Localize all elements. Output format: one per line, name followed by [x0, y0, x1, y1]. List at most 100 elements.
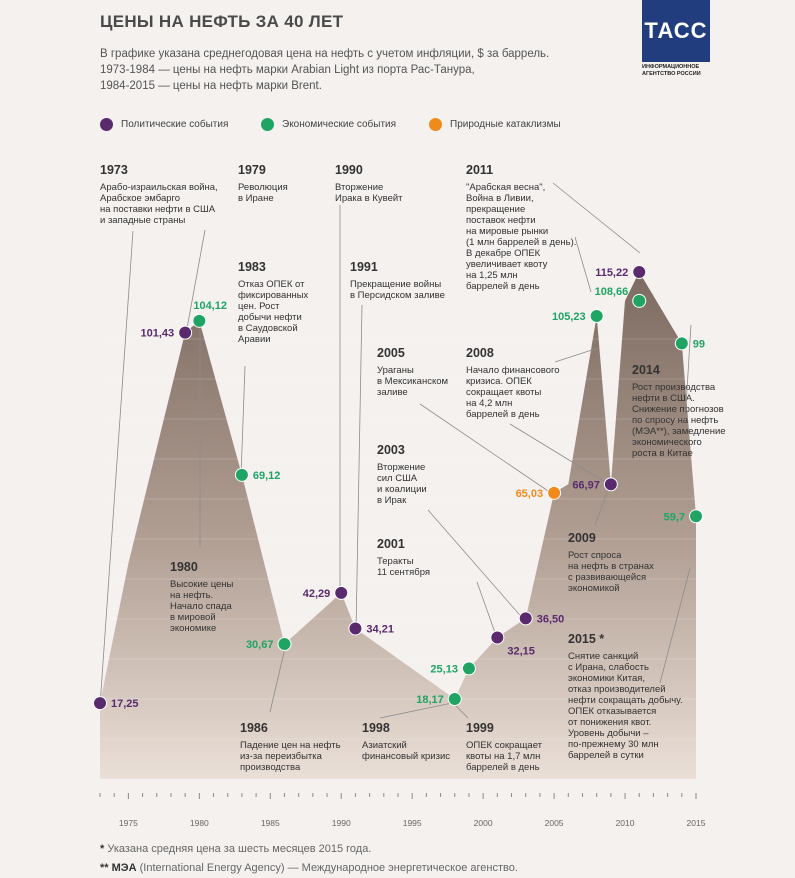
- annotation-line: в Ирак: [377, 495, 407, 506]
- annotation-line: на мировые рынки: [466, 226, 548, 237]
- annotation-line: Рост производства: [632, 382, 716, 393]
- annotation-line: цен. Рост: [238, 301, 280, 312]
- data-label: 104,12: [193, 300, 227, 312]
- data-point: [603, 477, 618, 492]
- leader-line: [659, 567, 691, 684]
- annotation-line: на поставки нефти в США: [100, 204, 216, 215]
- annotation-line: Революция: [238, 182, 288, 193]
- data-label: 25,13: [430, 663, 458, 675]
- annotation-line: Война в Ливии,: [466, 193, 534, 204]
- annotation-line: добычи нефти: [238, 312, 302, 323]
- annotation-year: 1979: [238, 163, 266, 177]
- annotation-line: (1 млн баррелей в день).: [466, 237, 576, 248]
- data-label: 66,97: [572, 479, 600, 491]
- annotation-line: в Мексиканском: [377, 376, 448, 387]
- annotation-line: экономического: [632, 437, 702, 448]
- data-point: [674, 336, 689, 351]
- annotation-line: по спросу на нефть: [632, 415, 718, 426]
- legend-item-political: Политические события: [100, 116, 228, 132]
- annotation-line: Арабское эмбарго: [100, 193, 180, 204]
- annotation-line: нефти сокращать добычу.: [568, 695, 683, 706]
- annotation-line: Ураганы: [377, 365, 414, 376]
- subtitle-line: В графике указана среднегодовая цена на …: [100, 48, 550, 60]
- annotation-line: (МЭА**), замедление: [632, 426, 726, 437]
- natural-dot-icon: [429, 117, 442, 131]
- x-tick-label: 1985: [261, 818, 280, 828]
- annotation-text: Падение цен на нефть из-за переизбытка про…: [240, 740, 341, 773]
- annotation-line: ОПЕК сокращает: [466, 740, 543, 751]
- annotation-year: 2009: [568, 531, 596, 545]
- annotation-line: Уровень добычи –: [568, 728, 649, 739]
- annotation-line: Снижение прогнозов: [632, 404, 724, 415]
- legend-item-natural: Природные катаклизмы: [429, 116, 561, 132]
- annotation-year: 2011: [466, 163, 493, 177]
- data-label: 65,03: [516, 488, 544, 500]
- annotation-line: Снятие санкций: [568, 651, 638, 662]
- data-point: [547, 485, 562, 500]
- data-point: [632, 293, 647, 308]
- annotation-year: 1980: [170, 560, 198, 574]
- annotation-line: Рост спроса: [568, 550, 622, 561]
- footnote-mark: *: [100, 843, 105, 855]
- annotation-line: и западные страны: [100, 215, 185, 226]
- annotation-year: 2014: [632, 363, 660, 377]
- annotation-text: Ураганы в Мексиканском заливе: [377, 365, 448, 398]
- annotation-line: Теракты: [377, 556, 414, 567]
- data-label: 42,29: [303, 588, 331, 600]
- data-point: [234, 467, 249, 482]
- data-label: 30,67: [246, 639, 274, 651]
- annotation-line: на 4,2 млн: [466, 398, 512, 409]
- data-point: [178, 325, 193, 340]
- annotation-line: в мировой: [170, 612, 216, 623]
- annotation-line: нефти в США.: [632, 393, 695, 404]
- annotation-line: Падение цен на нефть: [240, 740, 341, 751]
- annotation-line: от понижения квот.: [568, 717, 651, 728]
- data-label: 69,12: [253, 470, 281, 482]
- annotation-line: и коалиции: [377, 484, 427, 495]
- legend-label: Политические события: [121, 118, 229, 130]
- x-tick-label: 2005: [545, 818, 564, 828]
- annotation-line: из-за переизбытка: [240, 751, 323, 762]
- data-label: 32,15: [507, 646, 535, 658]
- annotation-line: кризиса. ОПЕК: [466, 376, 532, 387]
- annotation-line: прекращение: [466, 204, 525, 215]
- annotation-line: баррелей в день: [466, 762, 540, 773]
- annotation-line: производства: [240, 762, 301, 773]
- leader-line: [185, 229, 206, 335]
- footnote-abbr: МЭА: [111, 862, 137, 874]
- annotation-year: 2001: [377, 537, 405, 551]
- data-label: 108,66: [595, 286, 629, 298]
- annotation-line: Вторжение: [377, 462, 425, 473]
- annotation-text: Теракты 11 сентября: [377, 556, 430, 578]
- leader-line: [552, 182, 641, 254]
- annotation-text: Снятие санкций с Ирана, слабость экономики…: [568, 651, 683, 761]
- subtitle-line: 1984-2015 — цены на нефть марки Brent.: [100, 80, 322, 92]
- price-area: [100, 272, 696, 779]
- annotation-line: Высокие цены: [170, 579, 234, 590]
- leader-line: [427, 509, 526, 622]
- annotation-text: Вторжение Ирака в Кувейт: [335, 182, 403, 204]
- data-label: 36,50: [537, 613, 565, 625]
- annotation-year: 1998: [362, 721, 390, 735]
- annotation-year: 2015 *: [568, 632, 604, 646]
- annotation-line: фиксированных: [238, 290, 309, 301]
- annotation-text: Рост производства нефти в США. Снижение пр…: [632, 382, 726, 459]
- data-point: [589, 308, 604, 323]
- leader-line: [574, 236, 592, 293]
- annotation-year: 1999: [466, 721, 494, 735]
- annotation-line: Начало спада: [170, 601, 232, 612]
- leader-line: [554, 347, 599, 363]
- annotation-line: на нефть.: [170, 590, 213, 601]
- annotation-line: в Персидском заливе: [350, 290, 445, 301]
- data-label: 99: [693, 338, 705, 350]
- data-label: 115,22: [595, 267, 628, 279]
- annotation-line: Начало финансового: [466, 365, 560, 376]
- annotation-line: в Иране: [238, 193, 274, 204]
- annotation-line: по-прежнему 30 млн: [568, 739, 659, 750]
- annotation-year: 1990: [335, 163, 363, 177]
- annotation-line: 11 сентября: [377, 567, 430, 578]
- data-label: 18,17: [416, 694, 444, 706]
- annotation-line: баррелей в день: [466, 409, 540, 420]
- x-tick-label: 1975: [119, 818, 138, 828]
- data-point: [518, 611, 533, 626]
